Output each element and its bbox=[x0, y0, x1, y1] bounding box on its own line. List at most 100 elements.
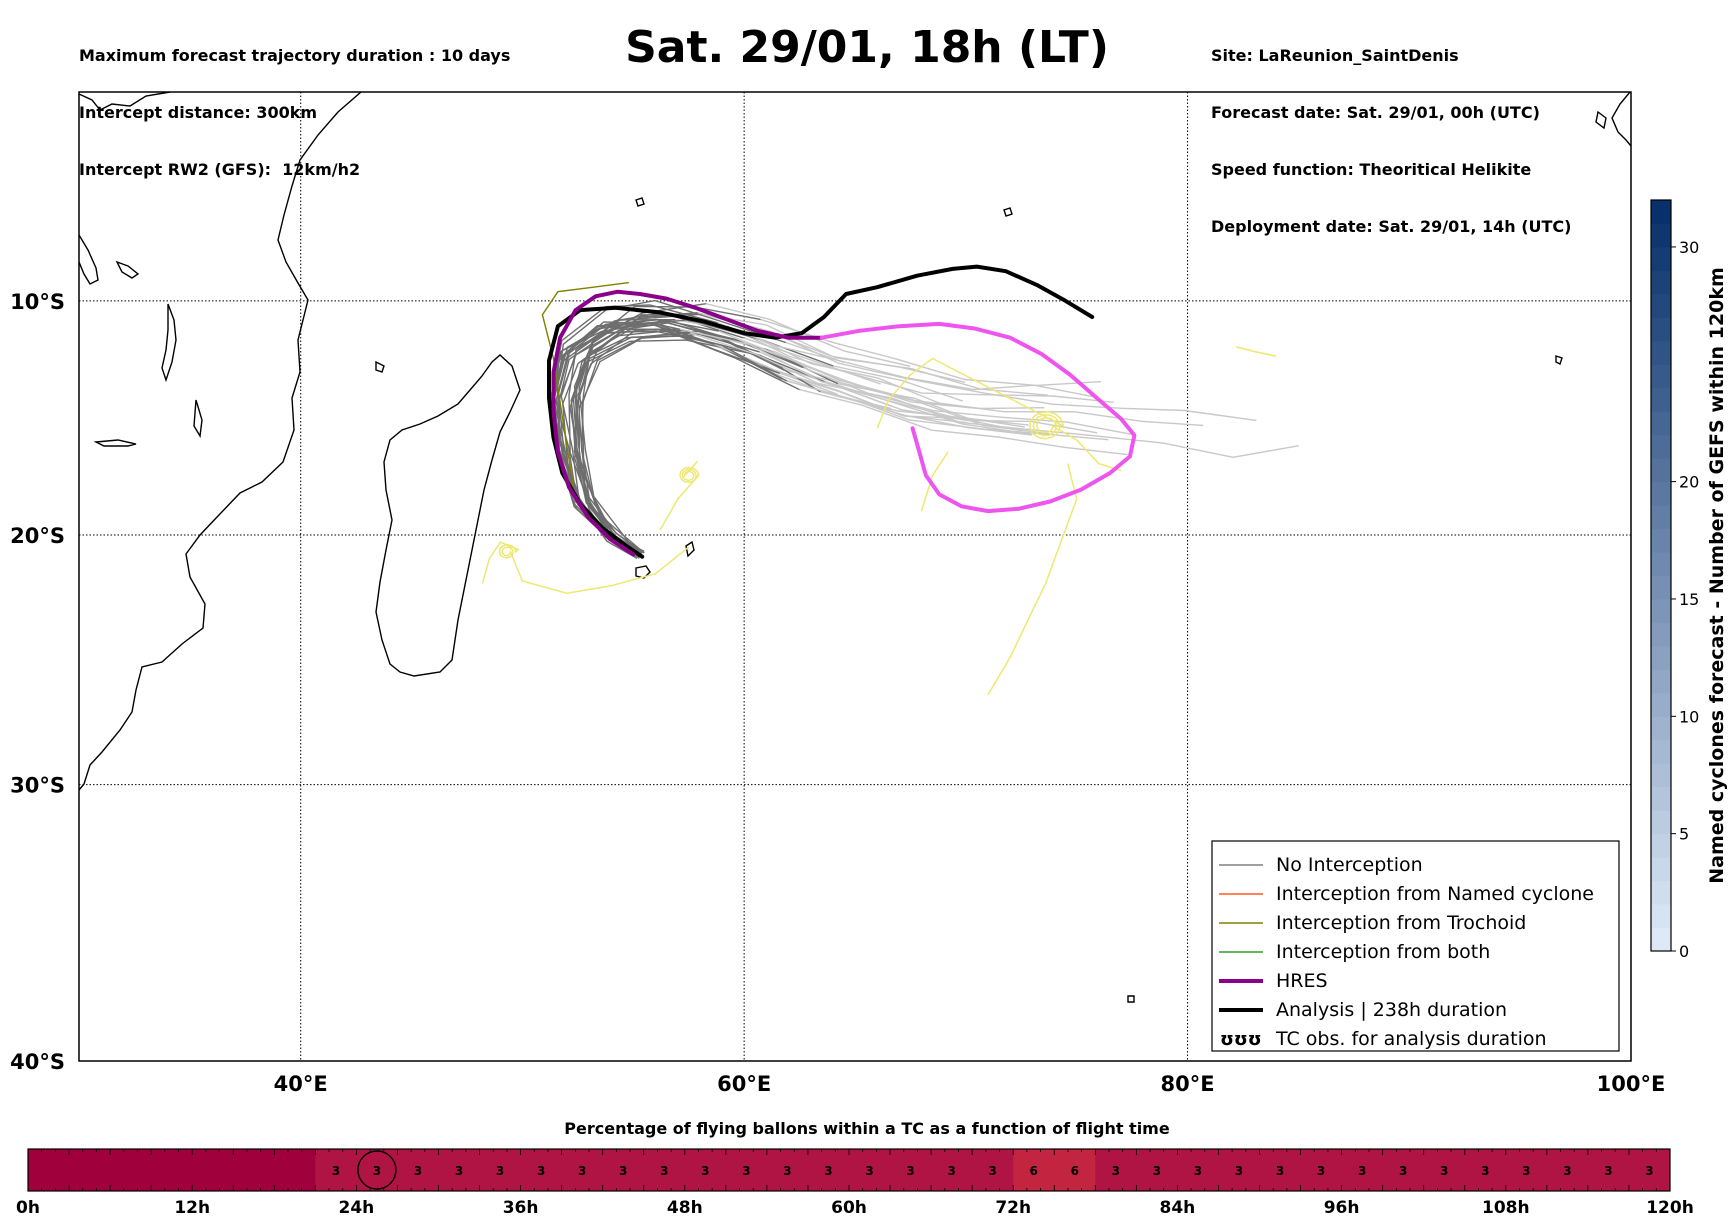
timeline-tick-label: 120h bbox=[1646, 1198, 1694, 1218]
horn-detail bbox=[79, 234, 99, 285]
map-plot: 40°E 60°E 80°E 100°E 10°S 20°S 30°S 40°S bbox=[10, 91, 1666, 1096]
colorbar-segment bbox=[1651, 387, 1671, 412]
colorbar-segment bbox=[1651, 880, 1671, 905]
grid-lines bbox=[79, 92, 1631, 1061]
y-tick-labels: 10°S 20°S 30°S 40°S bbox=[10, 290, 65, 1074]
timeline-bin-label: 3 bbox=[496, 1164, 504, 1178]
timeline-bin-label: 3 bbox=[1276, 1164, 1284, 1178]
colorbar-segment bbox=[1651, 340, 1671, 365]
ensemble-track-late bbox=[799, 388, 1128, 456]
timeline-bin bbox=[397, 1149, 439, 1191]
colorbar-segment bbox=[1651, 458, 1671, 483]
timeline-bin-label: 3 bbox=[332, 1164, 340, 1178]
ensemble-track-late bbox=[714, 343, 1029, 426]
timeline-bin-label: 3 bbox=[373, 1164, 381, 1178]
colorbar-label: Named cyclones forecast - Number of GEFS… bbox=[1706, 267, 1728, 884]
timeline-tick-label: 12h bbox=[174, 1198, 210, 1218]
y-tick-label: 30°S bbox=[10, 774, 65, 798]
timeline-bin bbox=[479, 1149, 522, 1191]
timeline-bin-label: 3 bbox=[1645, 1164, 1653, 1178]
colorbar-segment bbox=[1651, 904, 1671, 929]
coastline bbox=[79, 92, 1631, 1003]
timeline-bin-label: 3 bbox=[947, 1164, 955, 1178]
chagos-island bbox=[1003, 207, 1013, 217]
timeline-bin bbox=[1628, 1149, 1671, 1191]
small-island-south bbox=[1127, 995, 1135, 1003]
timeline-bin bbox=[602, 1149, 645, 1191]
timeline-bin-label: 3 bbox=[1399, 1164, 1407, 1178]
timeline-bin-label: 3 bbox=[988, 1164, 996, 1178]
timeline-bin bbox=[520, 1149, 563, 1191]
y-tick-label: 20°S bbox=[10, 524, 65, 548]
timeline-bin-label: 3 bbox=[619, 1164, 627, 1178]
colorbar-segment bbox=[1651, 200, 1671, 224]
legend: No Interception Interception from Named c… bbox=[1211, 840, 1620, 1052]
reunion-island bbox=[635, 565, 651, 579]
timeline-bin-label: 3 bbox=[1112, 1164, 1120, 1178]
timeline-bin-label: 3 bbox=[1153, 1164, 1161, 1178]
hres-track bbox=[551, 289, 824, 557]
timeline-tick-label: 24h bbox=[339, 1198, 375, 1218]
timeline-bin bbox=[1136, 1149, 1178, 1191]
colorbar-segment bbox=[1651, 246, 1671, 271]
x-tick-labels: 40°E 60°E 80°E 100°E bbox=[274, 1072, 1666, 1096]
y-tick-label: 10°S bbox=[10, 290, 65, 314]
timeline-bin bbox=[643, 1149, 686, 1191]
tc-obs-track-3 bbox=[876, 357, 1122, 472]
timeline-title: Percentage of flying ballons within a TC… bbox=[564, 1119, 1170, 1138]
timeline-bin bbox=[684, 1149, 727, 1191]
timeline-bin bbox=[1013, 1149, 1055, 1191]
timeline-bin-label: 3 bbox=[414, 1164, 422, 1178]
ensemble-track-late bbox=[718, 330, 1045, 410]
timeline-bin-label: 6 bbox=[1030, 1164, 1038, 1178]
colorbar-tick-label: 30 bbox=[1679, 238, 1699, 257]
timeline-bin bbox=[1382, 1149, 1425, 1191]
ensemble-track-late bbox=[690, 332, 1300, 459]
timeline-bin-label: 3 bbox=[537, 1164, 545, 1178]
colorbar-frame bbox=[1650, 199, 1672, 952]
timeline-bin bbox=[1587, 1149, 1630, 1191]
legend-label: Interception from Trochoid bbox=[1276, 912, 1526, 934]
timeline-bin bbox=[849, 1149, 891, 1191]
timeline-bin bbox=[972, 1149, 1014, 1191]
colorbar-segment bbox=[1651, 739, 1671, 764]
timeline-tick-label: 48h bbox=[667, 1198, 703, 1218]
colorbar-tick-label: 15 bbox=[1679, 590, 1699, 609]
header-left-line-2: Intercept distance: 300km bbox=[79, 103, 318, 122]
seychelles-island bbox=[635, 197, 645, 207]
timeline-bin-label: 3 bbox=[1563, 1164, 1571, 1178]
legend-label: Analysis | 238h duration bbox=[1276, 999, 1507, 1021]
zambezi-outline bbox=[93, 439, 137, 447]
header-right: Site: LaReunion_SaintDenis Forecast date… bbox=[1211, 8, 1571, 255]
timeline-bin-label: 3 bbox=[1522, 1164, 1530, 1178]
colorbar-segment bbox=[1651, 293, 1671, 318]
timeline-bin-label: 3 bbox=[1358, 1164, 1366, 1178]
tc-obs-track-5 bbox=[1236, 346, 1277, 357]
colorbar-segment bbox=[1651, 786, 1671, 811]
timeline-bin bbox=[315, 1149, 357, 1191]
colorbar-segment bbox=[1651, 528, 1671, 553]
header-right-line-1: Site: LaReunion_SaintDenis bbox=[1211, 46, 1459, 65]
colorbar-segment bbox=[1651, 645, 1671, 670]
timeline-tick-label: 36h bbox=[503, 1198, 539, 1218]
timeline-bin-label: 3 bbox=[865, 1164, 873, 1178]
timeline-bin-label: 3 bbox=[1440, 1164, 1448, 1178]
colorbar-segment bbox=[1651, 716, 1671, 741]
timeline-bin bbox=[807, 1149, 850, 1191]
x-tick-label: 80°E bbox=[1161, 1072, 1215, 1096]
hres-extension-track bbox=[819, 321, 1137, 514]
timeline-tick-label: 0h bbox=[16, 1198, 40, 1218]
comoros-island bbox=[375, 360, 385, 373]
ensemble-track-late bbox=[802, 366, 1132, 435]
lake-malawi bbox=[193, 399, 203, 439]
ensemble-track-late bbox=[717, 322, 1098, 399]
colorbar-tick-label: 0 bbox=[1679, 942, 1689, 961]
colorbar-segment bbox=[1651, 763, 1671, 788]
colorbar-segment bbox=[1651, 598, 1671, 623]
timeline-bin bbox=[1423, 1149, 1466, 1191]
timeline-bin bbox=[1300, 1149, 1343, 1191]
ensemble-track bbox=[578, 333, 706, 554]
timeline-tick-label: 60h bbox=[831, 1198, 867, 1218]
legend-label: Interception from both bbox=[1276, 941, 1490, 963]
colorbar-segment bbox=[1651, 575, 1671, 600]
